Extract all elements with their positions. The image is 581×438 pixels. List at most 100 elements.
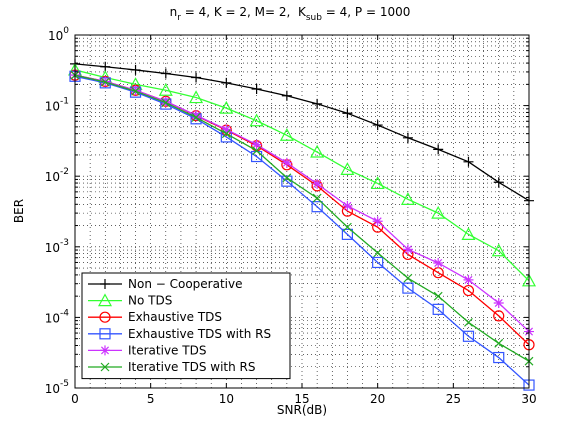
x-axis-label: SNR(dB) — [277, 403, 327, 417]
data-point — [372, 216, 383, 227]
series-line — [74, 75, 530, 386]
data-point — [221, 124, 232, 135]
legend-marker — [100, 345, 110, 356]
x-tick-label: 30 — [521, 392, 536, 406]
data-point — [432, 303, 444, 315]
data-point — [160, 96, 171, 107]
data-point — [462, 284, 475, 297]
data-point — [494, 338, 504, 348]
data-point — [342, 108, 353, 119]
data-point — [221, 129, 231, 139]
legend-label: Iterative TDS with RS — [128, 360, 255, 374]
series-layer — [67, 58, 537, 391]
data-point — [281, 157, 292, 168]
y-tick-labels: 100 10-1 10-2 10-3 10-4 10-5 — [45, 26, 70, 396]
data-point — [402, 282, 414, 294]
x-tick-labels: 0 5 10 15 20 25 30 — [71, 392, 536, 406]
data-point — [340, 162, 355, 175]
y-tick-label: 10-4 — [45, 308, 70, 325]
y-tick-label: 10-2 — [45, 167, 69, 184]
legend-marker — [97, 293, 113, 307]
data-point — [493, 310, 505, 322]
x-tick-label: 15 — [294, 392, 309, 406]
data-point — [463, 156, 474, 167]
y-axis-label: BER — [12, 199, 26, 223]
data-point — [158, 82, 173, 96]
data-point — [493, 177, 504, 188]
data-point — [433, 144, 444, 155]
legend-entry: Non − Cooperative — [88, 277, 242, 291]
legend-entry: Iterative TDS — [88, 343, 206, 357]
data-point — [431, 205, 446, 219]
data-point — [493, 297, 504, 308]
data-point — [312, 193, 322, 203]
data-point — [310, 144, 325, 158]
y-tick-label: 10-1 — [45, 97, 69, 114]
data-point — [342, 200, 353, 211]
y-tick-label: 10-5 — [45, 379, 69, 396]
legend: Non − Cooperative No TDS Exhaustive TDS Exh… — [81, 272, 291, 380]
data-point — [100, 77, 110, 87]
data-point — [281, 90, 292, 101]
data-point — [402, 132, 413, 143]
data-point — [373, 248, 383, 258]
data-point — [312, 178, 323, 189]
series-line — [74, 74, 530, 333]
legend-box — [81, 272, 291, 380]
legend-marker — [100, 362, 110, 372]
data-point — [191, 72, 202, 83]
data-point — [433, 257, 444, 268]
data-point — [311, 201, 323, 213]
data-point — [189, 90, 204, 104]
axis-ticks — [74, 34, 530, 389]
x-tick-label: 25 — [446, 392, 461, 406]
x-tick-label: 20 — [370, 392, 385, 406]
legend-label: No TDS — [128, 294, 172, 308]
series-line — [74, 74, 530, 362]
data-point — [461, 227, 476, 240]
data-point — [462, 330, 475, 342]
data-point — [130, 64, 141, 75]
data-point — [191, 110, 202, 121]
data-point — [131, 86, 140, 96]
legend-entry: Exhaustive TDS with RS — [88, 327, 271, 341]
chart-title: nr = 4, K = 2, M= 2, Ksub = 4, P = 1000 — [170, 5, 411, 23]
legend-label: Exhaustive TDS with RS — [128, 327, 271, 341]
data-point — [403, 273, 413, 283]
legend-entry: No TDS — [88, 293, 172, 308]
data-point — [402, 244, 413, 255]
legend-label: Exhaustive TDS — [128, 310, 222, 324]
x-tick-label: 10 — [219, 392, 234, 406]
data-point — [342, 222, 352, 232]
data-point — [372, 120, 383, 131]
data-point — [433, 291, 443, 301]
data-point — [100, 61, 111, 72]
data-point — [191, 113, 201, 122]
data-point — [251, 139, 262, 150]
data-point — [491, 243, 506, 257]
data-point — [161, 98, 171, 108]
data-point — [370, 176, 385, 190]
legend-label: Iterative TDS — [128, 343, 206, 357]
x-tick-label: 5 — [147, 392, 155, 406]
series-6 — [70, 70, 534, 366]
data-point — [341, 228, 353, 240]
data-point — [312, 98, 323, 109]
data-point — [463, 274, 474, 285]
legend-marker — [99, 328, 111, 340]
data-point — [160, 68, 171, 79]
data-point — [219, 100, 234, 114]
data-point — [400, 192, 415, 205]
data-point — [249, 113, 264, 127]
data-point — [252, 146, 262, 156]
data-point — [464, 317, 473, 327]
data-point — [282, 173, 292, 183]
data-point — [372, 256, 384, 269]
legend-label: Non − Cooperative — [128, 277, 242, 291]
data-point — [221, 77, 232, 88]
data-point — [279, 128, 294, 141]
legend-entry: Iterative TDS with RS — [88, 360, 255, 374]
data-point — [251, 83, 262, 94]
legend-entry: Exhaustive TDS — [88, 310, 222, 324]
